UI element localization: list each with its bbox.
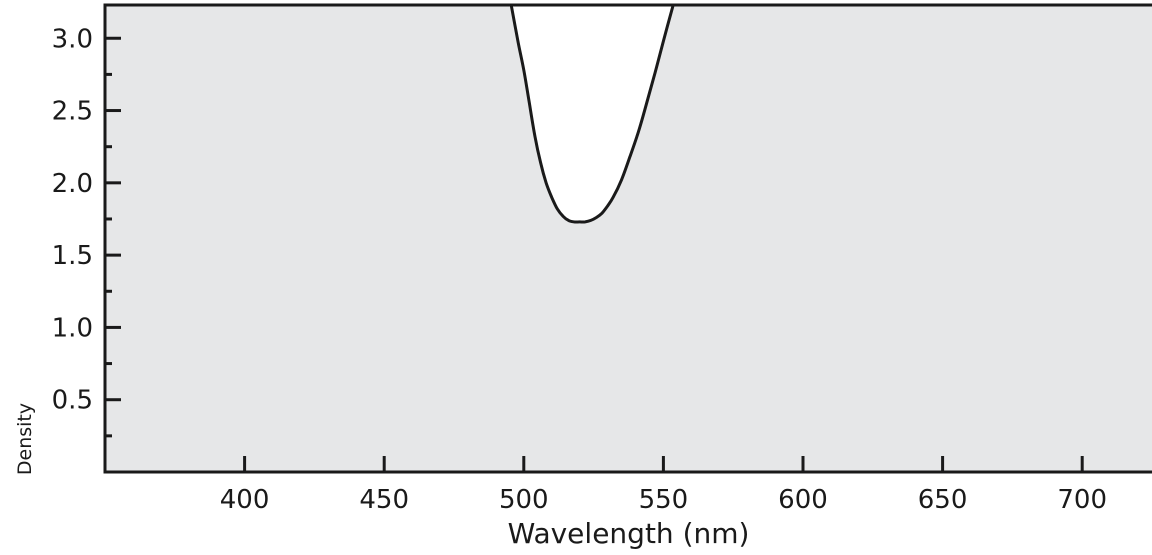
x-tick-label: 700 [1057, 485, 1107, 515]
y-tick-label: 2.0 [52, 169, 93, 199]
x-axis-ticks: 400 450 500 550 600 650 700 [220, 456, 1107, 515]
x-tick-label: 450 [359, 485, 409, 515]
y-tick-label: 2.5 [52, 97, 93, 127]
density-curve [509, 4, 675, 224]
x-axis-title: Wavelength (nm) [508, 517, 750, 550]
x-tick-label: 650 [918, 485, 968, 515]
x-tick-label: 500 [499, 485, 549, 515]
plot-frame [103, 3, 1152, 474]
curve-fill [511, 5, 674, 222]
y-tick-label: 1.5 [52, 241, 93, 271]
y-axis-title: Density [14, 403, 36, 475]
y-tick-label: 0.5 [52, 386, 93, 416]
y-tick-label: 3.0 [52, 24, 93, 54]
x-tick-label: 550 [639, 485, 689, 515]
x-tick-label: 400 [220, 485, 270, 515]
x-tick-label: 600 [778, 485, 828, 515]
y-axis-ticks: 0.5 1.0 1.5 2.0 2.5 3.0 [52, 24, 121, 438]
y-tick-label: 1.0 [52, 313, 93, 343]
